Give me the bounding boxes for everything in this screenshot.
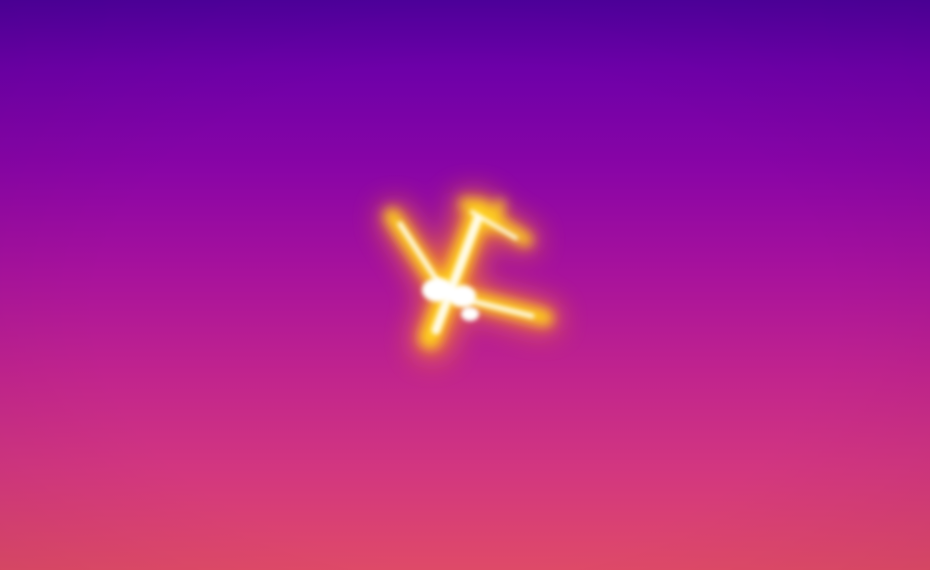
- heat-hot-core: [397, 210, 535, 335]
- engine-hotspots: [422, 278, 479, 321]
